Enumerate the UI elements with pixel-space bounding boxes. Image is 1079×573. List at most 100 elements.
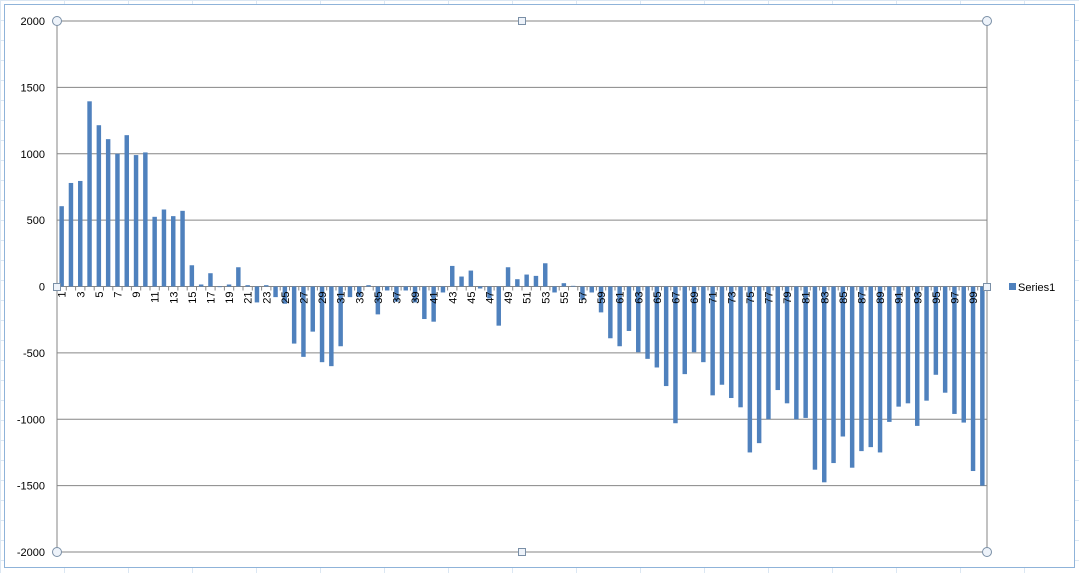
x-tick-label: 19	[224, 292, 236, 304]
bar	[840, 286, 846, 437]
x-tick-label: 87	[857, 292, 869, 304]
bar	[477, 286, 483, 289]
x-tick-label: 31	[336, 292, 348, 304]
resize-handle-side[interactable]	[518, 17, 526, 25]
bar	[524, 274, 529, 287]
x-tick-label: 13	[168, 292, 180, 304]
bar	[673, 286, 678, 424]
bar	[896, 286, 901, 407]
bar	[831, 286, 836, 464]
bar	[552, 286, 557, 293]
bar	[682, 286, 687, 375]
y-tick-label: -500	[23, 348, 45, 360]
x-tick-label: 89	[875, 292, 887, 304]
bar	[487, 286, 492, 299]
x-tick-label: 33	[354, 292, 366, 304]
bar	[877, 286, 883, 453]
bar	[459, 276, 464, 287]
bar	[301, 286, 306, 357]
bar	[729, 286, 734, 399]
x-tick-label: 97	[950, 292, 962, 304]
resize-handle-corner[interactable]	[982, 547, 992, 557]
x-tick-label: 63	[633, 292, 645, 304]
bar	[738, 286, 743, 408]
bar	[598, 286, 604, 313]
bar	[859, 286, 864, 452]
resize-handle-side[interactable]	[518, 548, 526, 556]
bar	[905, 286, 911, 404]
bar	[171, 216, 176, 287]
bar	[384, 286, 390, 291]
x-tick-label: 21	[243, 292, 255, 304]
bar	[208, 273, 213, 287]
bar	[245, 285, 250, 287]
bar	[468, 270, 474, 287]
bar	[924, 286, 929, 401]
bar	[133, 155, 139, 287]
resize-handle-corner[interactable]	[52, 547, 62, 557]
x-tick-label: 9	[131, 292, 143, 298]
bar	[329, 286, 334, 367]
bar	[338, 286, 343, 347]
bar	[273, 286, 278, 298]
bar	[115, 153, 120, 287]
bar	[375, 286, 381, 315]
bar	[357, 286, 362, 298]
bar	[143, 152, 148, 287]
bar	[236, 267, 241, 287]
legend: Series1	[1009, 282, 1055, 294]
bar	[868, 286, 873, 448]
bar	[561, 283, 567, 287]
x-tick-label: 57	[578, 292, 590, 304]
x-tick-label: 83	[819, 292, 831, 304]
bar	[691, 286, 697, 353]
x-tick-label: 35	[373, 292, 385, 304]
x-tick-label: 47	[485, 292, 497, 304]
x-tick-label: 55	[559, 292, 571, 304]
bar	[68, 182, 74, 287]
y-tick-label: 1500	[21, 82, 45, 94]
x-tick-label: 49	[503, 292, 515, 304]
bars	[59, 101, 985, 486]
bar	[217, 286, 222, 288]
x-tick-label: 53	[540, 292, 552, 304]
y-tick-label: 1000	[21, 149, 45, 161]
bar	[254, 286, 260, 303]
bar	[161, 209, 167, 287]
bar	[440, 286, 446, 293]
bar	[515, 279, 520, 287]
bar	[180, 210, 185, 287]
bar	[626, 286, 632, 331]
x-tick-label: 73	[726, 292, 738, 304]
y-tick-label: 500	[27, 215, 45, 227]
bar	[756, 286, 762, 444]
resize-handle-side[interactable]	[983, 283, 991, 291]
bar	[189, 265, 195, 287]
x-tick-label: 45	[466, 292, 478, 304]
x-tick-label: 79	[782, 292, 794, 304]
bar	[570, 285, 576, 287]
x-tick-label: 15	[187, 292, 199, 304]
x-tick-label: 91	[894, 292, 906, 304]
y-tick-label: 0	[39, 282, 45, 294]
bar	[617, 286, 622, 347]
x-tick-label: 65	[652, 292, 664, 304]
y-tick-label: -1500	[17, 481, 45, 493]
x-tick-label: 95	[931, 292, 943, 304]
x-tick-label: 25	[280, 292, 292, 304]
resize-handle-corner[interactable]	[982, 16, 992, 26]
bar	[431, 286, 436, 322]
x-tick-label: 81	[801, 292, 813, 304]
x-tick-label: 69	[689, 292, 701, 304]
bar	[310, 286, 315, 332]
bar	[59, 206, 64, 287]
bar	[87, 101, 92, 287]
bar	[645, 286, 650, 359]
x-tick-label: 1	[57, 292, 69, 298]
bar	[775, 286, 780, 391]
x-tick-label: 51	[522, 292, 534, 304]
resize-handle-corner[interactable]	[52, 16, 62, 26]
resize-handle-side[interactable]	[53, 283, 61, 291]
bar	[264, 285, 269, 287]
